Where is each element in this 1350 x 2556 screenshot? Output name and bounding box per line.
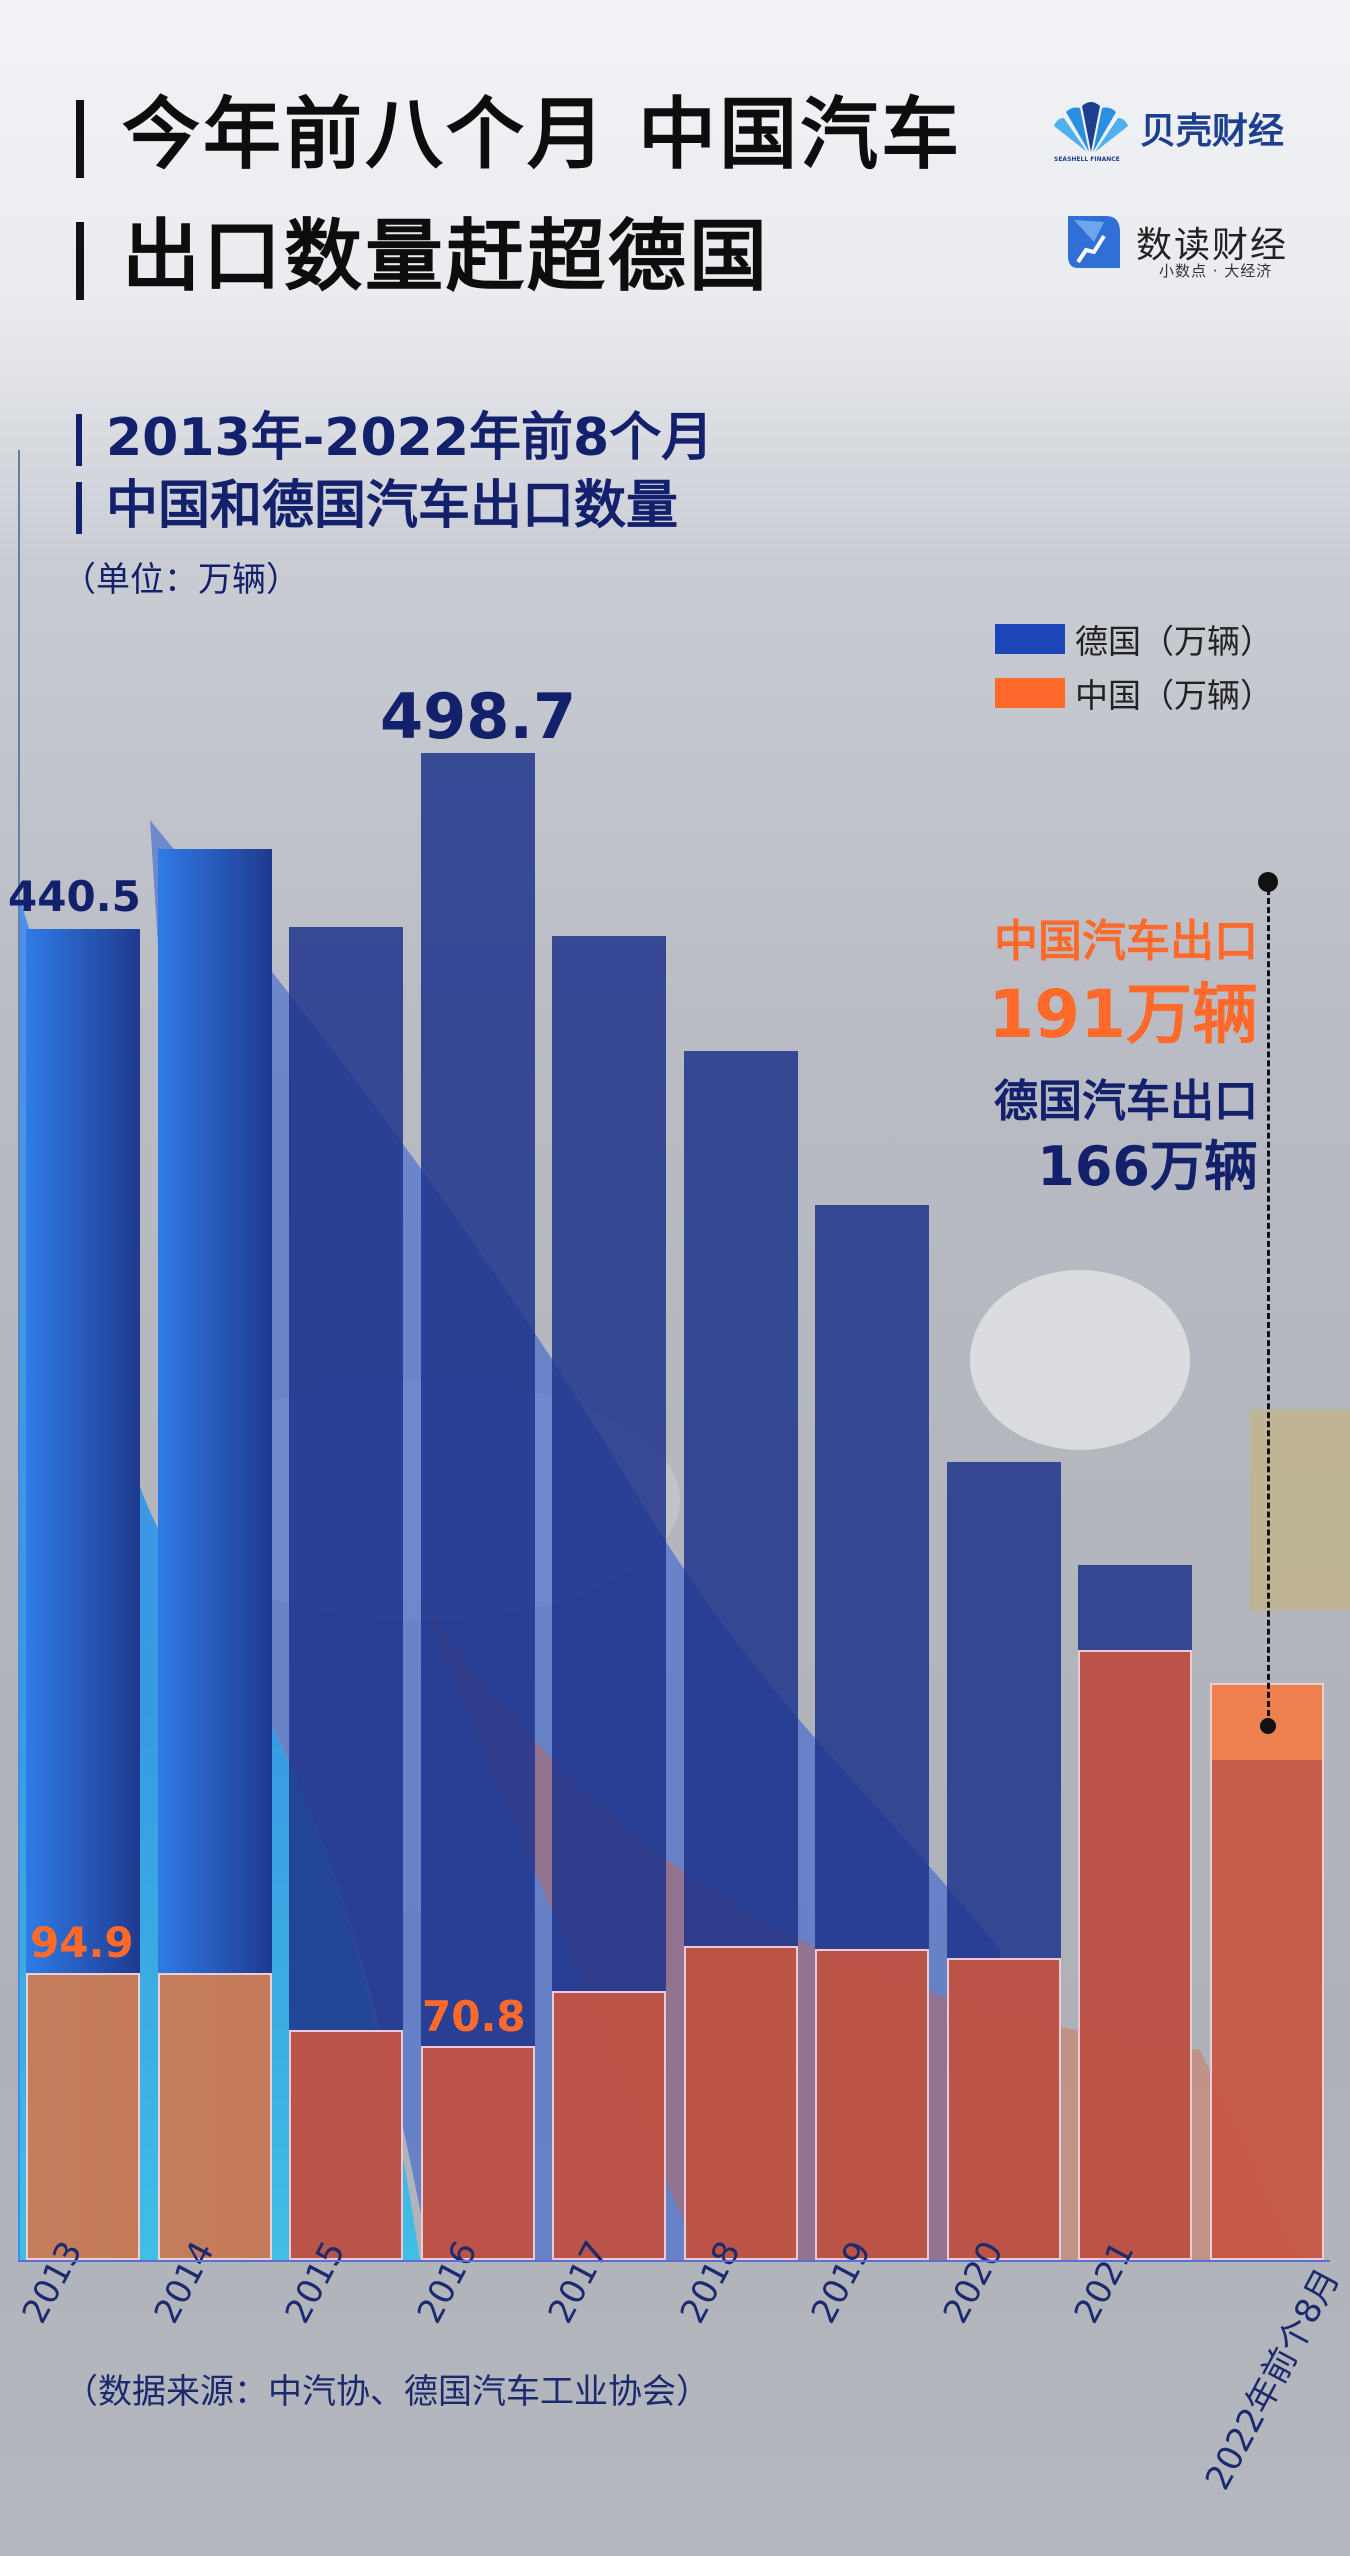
unit-label: （单位：万辆） xyxy=(62,560,300,600)
bar-china-2018 xyxy=(684,1945,798,2260)
annotation-dot-bottom xyxy=(1260,1718,1276,1734)
label-cn-2016: 70.8 xyxy=(422,1992,526,2041)
main-title-line1: 今年前八个月 中国汽车 xyxy=(76,96,962,178)
bar-china-2021 xyxy=(1078,1649,1192,2260)
legend-swatch-germany xyxy=(995,624,1065,654)
label-cn-2013: 94.9 xyxy=(30,1918,134,1967)
bar-china-2014 xyxy=(158,1972,272,2260)
seashell-finance-logo: 贝壳财经 SEASHELL FINANCE xyxy=(1052,100,1284,163)
shudu-finance-logo: 数读财经 小数点 · 大经济 xyxy=(1064,212,1288,280)
legend: 德国（万辆） 中国（万辆） xyxy=(995,612,1273,720)
data-source: （数据来源：中汽协、德国汽车工业协会） xyxy=(64,2372,710,2412)
chart-title-line2: 中国和德国汽车出口数量 xyxy=(76,480,678,534)
bar-china-2015 xyxy=(289,2030,403,2260)
bar-china-2017 xyxy=(552,1991,666,2260)
bar-germany-2016 xyxy=(421,752,535,2260)
legend-item-germany: 德国（万辆） xyxy=(995,612,1273,666)
seashell-icon xyxy=(1054,102,1128,152)
y-axis-line xyxy=(18,450,20,2260)
x-axis-line xyxy=(18,2260,1330,2262)
bar-china-2022年前个8月 xyxy=(1210,1682,1324,2260)
bar-china-2020 xyxy=(947,1957,1061,2260)
label-de-2016: 498.7 xyxy=(380,680,577,753)
bar-china-2013 xyxy=(26,1973,140,2260)
chart-title-line1: 2013年-2022年前8个月 xyxy=(76,412,713,466)
annotation-germany-value: 166万辆 xyxy=(1037,1135,1258,1198)
annotation-dashed-line xyxy=(1267,880,1270,1725)
legend-item-china: 中国（万辆） xyxy=(995,666,1273,720)
bar-china-2019 xyxy=(815,1948,929,2260)
annotation-china-value: 191万辆 xyxy=(988,976,1258,1053)
label-de-2013: 440.5 xyxy=(8,872,141,921)
legend-swatch-china xyxy=(995,678,1065,708)
main-title-line2: 出口数量赶超德国 xyxy=(76,218,770,300)
annotation-china-label: 中国汽车出口 xyxy=(994,916,1258,967)
bar-china-2016 xyxy=(421,2046,535,2260)
shudu-icon xyxy=(1068,216,1120,268)
x-label-2022年前个8月: 2022年前个8月 xyxy=(1197,2262,1348,2497)
annotation-germany-label: 德国汽车出口 xyxy=(994,1076,1258,1127)
